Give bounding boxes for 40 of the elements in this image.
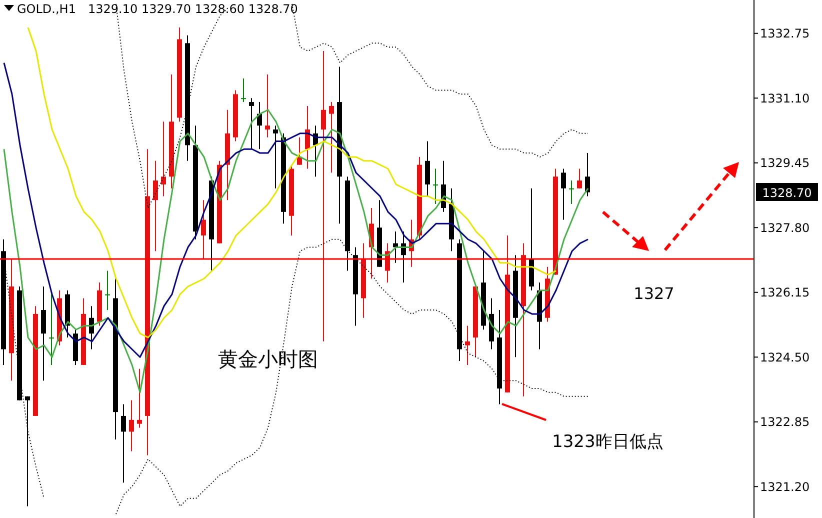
candlestick	[241, 78, 246, 103]
ref-line-label: 1327	[634, 284, 674, 303]
candlestick	[585, 152, 590, 197]
y-tick-label: 1327.80	[760, 220, 810, 235]
candlestick	[49, 294, 54, 366]
candlestick	[433, 168, 438, 205]
candlestick	[201, 200, 206, 260]
y-tick-label: 1322.85	[760, 415, 810, 430]
candlestick	[297, 136, 302, 166]
candlestick	[121, 404, 126, 484]
candlestick	[569, 180, 574, 205]
y-tick-label: 1331.10	[760, 91, 810, 106]
line-series	[27, 26, 557, 338]
y-tick-label: 1324.50	[760, 350, 810, 364]
y-tick-label: 1326.15	[760, 286, 810, 300]
y-tick-label: 1321.20	[760, 480, 810, 494]
candlestick	[425, 140, 430, 197]
candlestick	[153, 160, 158, 252]
y-tick-label: 1329.45	[760, 156, 810, 170]
candlestick	[105, 270, 110, 311]
candlestick	[329, 102, 334, 174]
chart-subtitle: 1329.10 1329.70 1328.60 1328.70	[88, 2, 298, 16]
candlestick	[129, 400, 134, 452]
candlestick	[273, 125, 278, 189]
candlestick	[321, 50, 326, 342]
candlestick	[161, 121, 166, 197]
y-tick-label: 1332.75	[760, 26, 810, 41]
candlestick	[561, 168, 566, 220]
candlestick	[137, 368, 142, 428]
chart-title: GOLD.,H1	[17, 2, 76, 16]
candlestick	[465, 325, 470, 366]
annotation: 黄金小时图	[218, 347, 318, 371]
candlestick	[41, 286, 46, 382]
candlestick	[249, 98, 254, 150]
candlestick	[265, 74, 270, 138]
candlestick	[577, 168, 582, 189]
text: 1328.70	[762, 186, 812, 200]
candlestick	[25, 396, 30, 507]
line-series	[3, 109, 589, 394]
annotation: 1323昨日低点	[552, 432, 664, 452]
